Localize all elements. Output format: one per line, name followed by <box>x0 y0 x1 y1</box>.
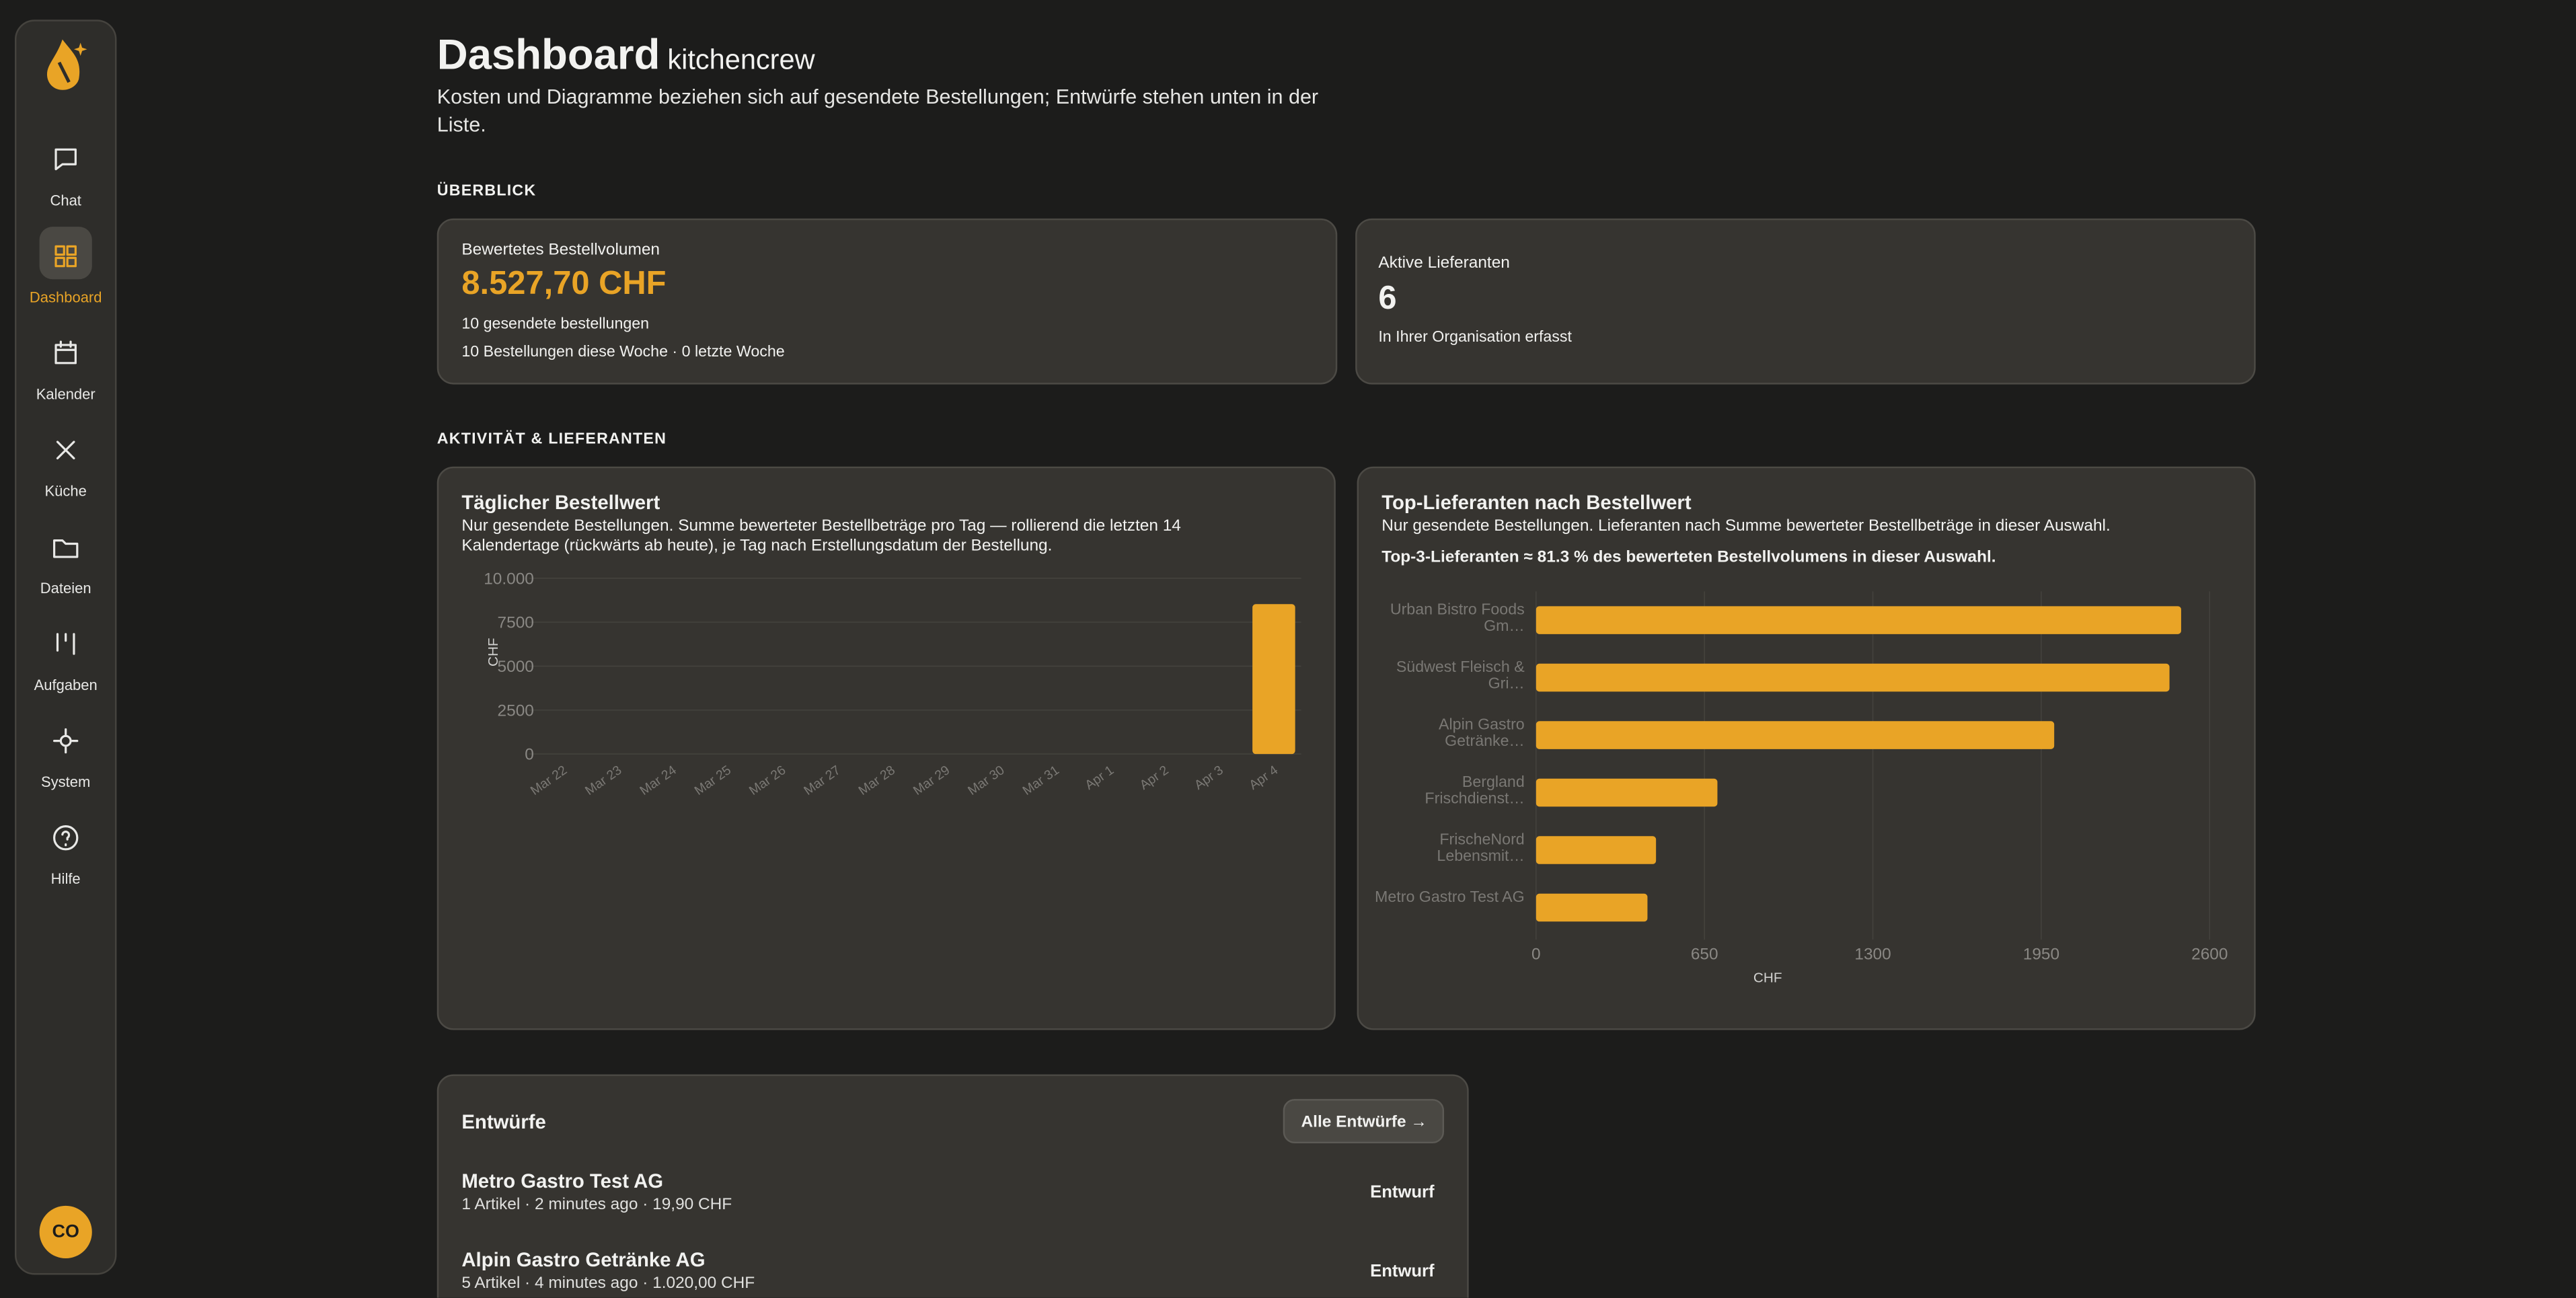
nav-item[interactable]: Kalender <box>15 335 116 402</box>
icon-shape <box>53 728 79 754</box>
page-title: Dashboard <box>437 29 660 79</box>
y-tick-label: Urban Bistro Foods Gm… <box>1390 600 1525 636</box>
nav-label: Dateien <box>40 580 91 597</box>
y-tick-label: Metro Gastro Test AG <box>1375 888 1525 907</box>
chart-note: Top-3-Lieferanten ≈ 81.3 % des bewertete… <box>1381 548 1996 567</box>
kpi-card: Bewertetes Bestellvolumen 8.527,70 CHF 1… <box>437 218 1338 385</box>
section-heading: ÜBERBLICK <box>437 182 537 200</box>
section-heading: AKTIVITÄT & LIEFERANTEN <box>437 430 667 449</box>
nav-icon <box>56 441 75 460</box>
kpi-card: Aktive Lieferanten 6 In Ihrer Organisati… <box>1355 218 2256 385</box>
kpi-label: Aktive Lieferanten <box>1378 254 1510 273</box>
nav-icon <box>53 539 79 558</box>
nav-icon <box>56 633 75 655</box>
nav-icon <box>53 728 79 754</box>
nav-item[interactable]: Küche <box>15 432 116 500</box>
icon-shape <box>54 340 77 365</box>
nav-label: Aufgaben <box>34 677 98 693</box>
icon-shape <box>53 825 79 851</box>
nav-item[interactable]: System <box>15 723 116 790</box>
nav-item[interactable]: Aufgaben <box>15 626 116 693</box>
chart-subtitle: Nur gesendete Bestellungen. Lieferanten … <box>1381 517 2111 536</box>
nav-icon <box>54 148 77 171</box>
y-tick-label: Alpin Gastro Getränke… <box>1439 715 1525 751</box>
draft-status: Entwurf <box>1370 1261 1435 1282</box>
kpi-value: 8.527,70 CHF <box>461 266 667 303</box>
y-tick-label: FrischeNord Lebensmit… <box>1437 830 1525 866</box>
icon-shape <box>54 245 77 268</box>
draft-name: Metro Gastro Test AG <box>461 1170 664 1193</box>
nav-icon <box>53 825 79 851</box>
page-subtitle: Kosten und Diagramme beziehen sich auf g… <box>437 85 1319 136</box>
chart-title: Top-Lieferanten nach Bestellwert <box>1381 491 1692 514</box>
kpi-value: 6 <box>1378 280 1397 317</box>
kpi-line: 10 gesendete bestellungen <box>461 315 650 334</box>
chart-subtitle: Nur gesendete Bestellungen. Summe bewert… <box>461 517 1181 556</box>
all-drafts-button[interactable]: Alle Entwürfe → <box>1283 1099 1445 1144</box>
active-nav-bg <box>39 227 92 280</box>
chart-title: Täglicher Bestellwert <box>461 491 660 514</box>
icon-shape <box>56 633 75 655</box>
drafts-card: Entwürfe Alle Entwürfe → Metro Gastro Te… <box>437 1074 1469 1298</box>
button-label: Alle Entwürfe <box>1301 1114 1406 1132</box>
y-tick-label: Südwest Fleisch & Gri… <box>1396 658 1525 693</box>
nav-label: Chat <box>50 192 81 209</box>
y-tick-label: Bergland Frischdienst… <box>1425 773 1525 808</box>
icon-shape <box>54 148 77 171</box>
kpi-line: 10 Bestellungen diese Woche · 0 letzte W… <box>461 343 785 362</box>
draft-meta: 1 Artikel · 2 minutes ago · 19,90 CHF <box>461 1196 732 1215</box>
nav-label: System <box>41 773 91 790</box>
icon-shape <box>56 441 75 460</box>
nav-item[interactable]: Dashboard <box>15 238 116 305</box>
nav-label: Dashboard <box>29 289 102 306</box>
arrow-icon: → <box>1410 1114 1427 1132</box>
nav-label: Küche <box>44 483 87 500</box>
nav-icon <box>54 340 77 365</box>
nav-item[interactable]: Hilfe <box>15 820 116 887</box>
logo <box>46 39 87 90</box>
nav-label: Kalender <box>36 386 96 403</box>
drafts-title: Entwürfe <box>461 1110 546 1134</box>
draft-status: Entwurf <box>1370 1182 1435 1202</box>
org-name: kitchencrew <box>667 44 815 76</box>
draft-meta: 5 Artikel · 4 minutes ago · 1.020,00 CHF <box>461 1274 755 1293</box>
nav-label: Hilfe <box>50 870 81 888</box>
draft-name: Alpin Gastro Getränke AG <box>461 1248 706 1272</box>
chart-card: Täglicher Bestellwert Nur gesendete Best… <box>437 466 1336 1030</box>
avatar[interactable]: CO <box>39 1205 92 1259</box>
nav-icon <box>54 245 77 268</box>
kpi-label: Bewertetes Bestellvolumen <box>461 241 660 260</box>
nav-item[interactable]: Dateien <box>15 529 116 597</box>
icon-shape <box>53 539 79 558</box>
nav-item[interactable]: Chat <box>15 141 116 208</box>
kpi-line: In Ihrer Organisation erfasst <box>1378 328 1572 347</box>
header: Dashboard kitchencrew <box>437 30 815 81</box>
